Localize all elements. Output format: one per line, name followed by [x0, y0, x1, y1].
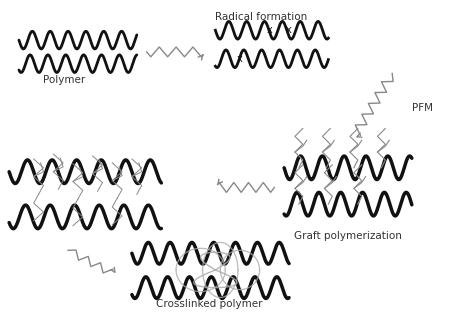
Text: x: x: [237, 54, 243, 64]
Text: PFM: PFM: [412, 103, 433, 113]
Text: Polymer: Polymer: [44, 75, 86, 85]
Text: Radical formation: Radical formation: [215, 13, 308, 23]
Text: Graft polymerization: Graft polymerization: [294, 230, 402, 240]
Text: x: x: [286, 25, 292, 35]
Text: Crosslinked polymer: Crosslinked polymer: [156, 299, 263, 309]
Text: x: x: [266, 25, 272, 35]
